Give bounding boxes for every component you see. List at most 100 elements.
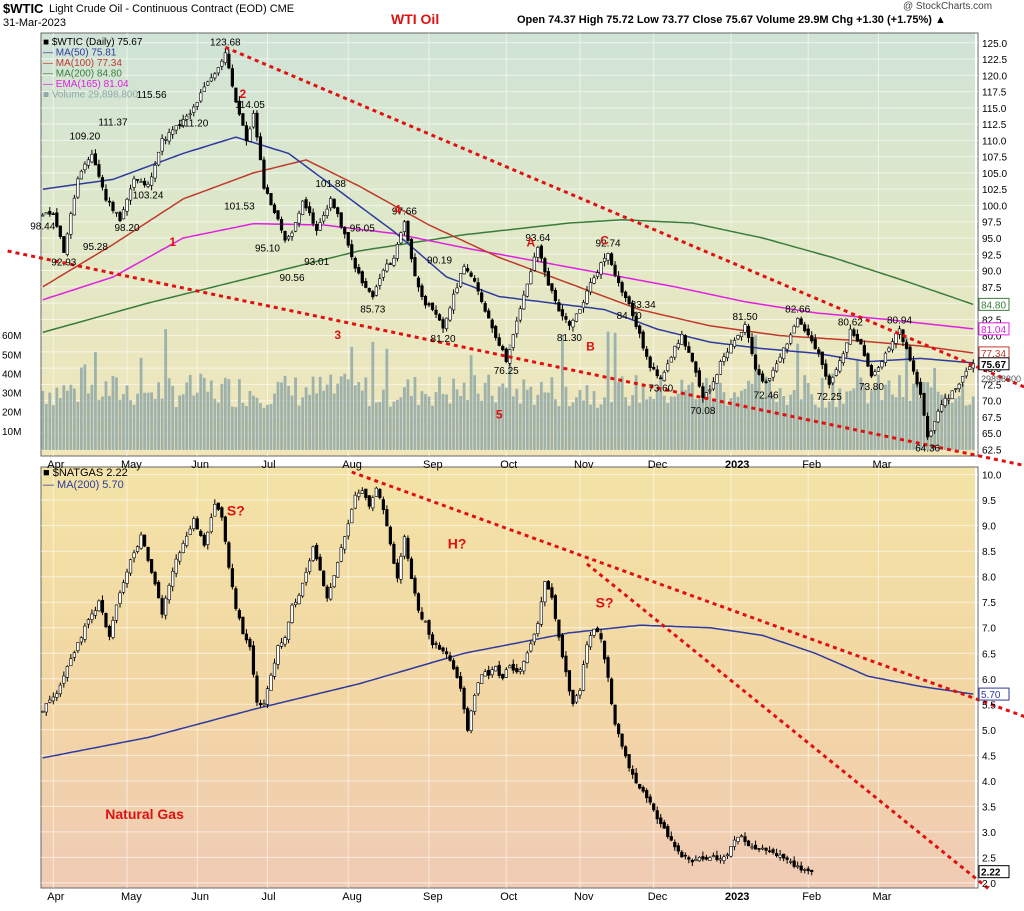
panel2-candle-body	[701, 856, 705, 860]
panel1-candle-body	[687, 346, 691, 353]
panel1-candle-body	[146, 183, 150, 187]
panel1-candle-body	[395, 244, 399, 259]
panel2-candle-body	[441, 647, 445, 652]
ma100-line	[42, 159, 974, 354]
volume-bar	[490, 395, 494, 450]
panel1-candle-body	[251, 113, 256, 128]
panel1-candle-body	[954, 388, 958, 390]
panel2-candle-body	[153, 572, 157, 585]
volume-bar	[971, 396, 975, 450]
panel1-candle-body	[325, 208, 329, 216]
volume-bar	[248, 391, 252, 450]
panel1-candle-body	[111, 201, 115, 211]
panel2-candle-body	[139, 534, 143, 549]
panel1-candle-body	[83, 163, 87, 171]
panel2-candle-body	[676, 845, 680, 852]
panel1-candle-body	[880, 361, 884, 368]
panel2-candle-body	[796, 865, 800, 868]
panel1-candle-body	[139, 181, 143, 183]
panel1-candle-body	[669, 356, 673, 363]
panel1-candle-body	[255, 112, 259, 138]
panel1-candle-body	[873, 371, 877, 376]
panel2-candle-body	[760, 847, 765, 850]
header-date: 31-Mar-2023	[3, 17, 66, 29]
panel1-candle-body	[771, 369, 775, 378]
panel2-candle-body	[188, 528, 192, 535]
panel2-candle-body	[315, 544, 319, 560]
volume-bar	[164, 329, 168, 450]
panel1-candle-body	[185, 115, 189, 120]
volume-tick-label: 50M	[2, 350, 21, 361]
volume-bar	[747, 380, 750, 450]
panel1-y-tick-label: 125.0	[982, 39, 1007, 50]
panel1-candle-body	[213, 73, 217, 79]
panel1-candle-body	[378, 278, 382, 286]
panel1-candle-body	[206, 81, 210, 86]
panel1-candle-body	[220, 60, 224, 67]
panel1-candle-body	[560, 309, 565, 317]
panel1-candle-body	[360, 271, 364, 284]
panel1-frame	[40, 32, 979, 457]
panel2-x-tick-label: May	[121, 891, 142, 903]
volume-bar	[610, 402, 613, 450]
volume-bar	[722, 392, 726, 450]
panel2-candle-body	[448, 655, 452, 661]
panel1-candle-body	[634, 315, 638, 327]
panel1-candle-body	[262, 159, 266, 189]
panel2-candle-body	[480, 674, 484, 684]
panel1-candle-body	[441, 319, 445, 329]
panel1-candle-body	[248, 128, 252, 142]
panel2-wave-label: S?	[596, 594, 614, 610]
panel1-candle-body	[392, 257, 396, 266]
natgas-ma200-line	[42, 624, 974, 759]
panel1-candle-body	[381, 269, 385, 278]
panel1-candle-body	[722, 356, 726, 362]
volume-bar	[782, 395, 786, 450]
panel2-candle-body	[286, 621, 291, 640]
panel1-price-annotation: 85.73	[360, 304, 385, 315]
volume-bar	[901, 397, 905, 450]
panel1-candle-body	[283, 230, 287, 241]
panel1-candle-body	[300, 200, 305, 215]
volume-bar	[617, 382, 621, 450]
volume-bar	[181, 394, 185, 450]
volume-bar	[69, 384, 73, 450]
panel2-candle-body	[69, 658, 73, 667]
volume-bar	[346, 379, 350, 450]
volume-bar	[325, 384, 329, 450]
panel2-candle-body	[157, 581, 161, 599]
panel1-candle-body	[90, 154, 94, 163]
panel2-x-tick-label: Aug	[342, 891, 362, 903]
panel2-candle-body	[715, 855, 719, 860]
panel1-candle-body	[666, 363, 670, 371]
panel1-candle-body	[725, 351, 730, 359]
panel1-candle-body	[315, 224, 319, 231]
volume-bar	[220, 383, 224, 450]
panel2-candle-body	[746, 840, 751, 847]
panel2-candle-body	[399, 556, 403, 580]
panel2-candle-body	[276, 645, 280, 665]
panel2-background	[41, 467, 975, 888]
panel1-candle-body	[48, 211, 52, 215]
panel1-candle-body	[617, 275, 621, 283]
panel2-candle-body	[694, 859, 698, 861]
panel2-y-tick-label: 7.5	[982, 598, 996, 609]
panel1-candle-body	[806, 328, 810, 336]
panel1-y-tick-label: 80.0	[982, 332, 1002, 343]
panel2-candle-body	[371, 497, 375, 509]
panel2-candle-body	[803, 869, 807, 871]
volume-bar	[719, 382, 722, 450]
volume-bar	[280, 382, 283, 450]
volume-bar	[943, 395, 947, 450]
volume-bar	[318, 376, 322, 450]
panel2-candle-body	[62, 675, 66, 684]
panel1-candle-body	[697, 370, 701, 387]
panel1-candle-body	[76, 178, 80, 198]
panel2-candle-body	[227, 542, 231, 568]
volume-bar	[259, 403, 262, 450]
panel1-candle-body	[237, 100, 241, 115]
volume-bar	[697, 399, 701, 450]
volume-bar	[311, 376, 315, 450]
panel2-candle-body	[620, 733, 624, 747]
panel2-y-tick-label: 5.0	[982, 726, 996, 737]
